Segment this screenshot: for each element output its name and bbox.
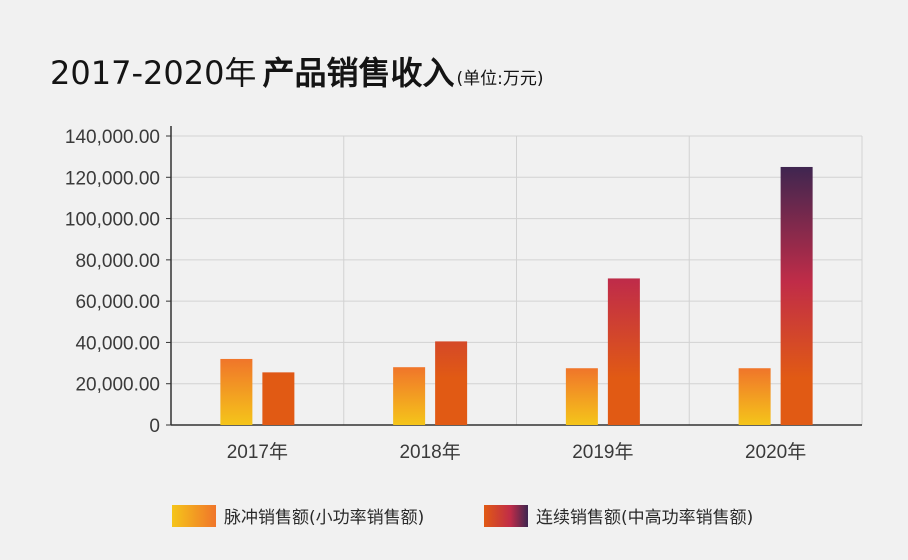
- bar-continuous: [435, 341, 468, 425]
- x-tick-label: 2017年: [227, 441, 288, 463]
- title-years: 2017-2020年: [50, 54, 257, 92]
- x-tick-label: 2020年: [745, 441, 806, 463]
- bar-pulse: [393, 367, 426, 425]
- y-tick-label: 0: [149, 416, 160, 437]
- y-tick-label: 140,000.00: [65, 127, 160, 148]
- title-main: 产品销售收入: [262, 54, 455, 92]
- legend-item-continuous: 连续销售额(中高功率销售额): [484, 503, 753, 528]
- y-tick-label: 100,000.00: [65, 210, 160, 231]
- y-tick-label: 60,000.00: [75, 292, 160, 313]
- y-tick-label: 40,000.00: [75, 333, 160, 354]
- y-tick-label: 120,000.00: [65, 168, 160, 189]
- y-tick-label: 20,000.00: [75, 375, 160, 396]
- bar-continuous: [607, 278, 640, 425]
- x-tick-label: 2018年: [399, 441, 460, 463]
- bar-continuous: [262, 372, 295, 425]
- bar-pulse: [220, 358, 253, 425]
- tick-labels: 0 20,000.00 40,000.00 60,000.00 80,000.00 100…: [65, 127, 806, 463]
- bar-pulse: [738, 368, 771, 425]
- legend-label-pulse: 脉冲销售额(小功率销售额): [224, 508, 425, 528]
- legend-swatch-pulse: [172, 504, 216, 527]
- x-tick-label: 2019年: [572, 441, 633, 463]
- legend: 脉冲销售额(小功率销售额) 连续销售额(中高功率销售额): [0, 503, 908, 533]
- bar-continuous: [780, 166, 813, 425]
- bars: [220, 166, 813, 425]
- y-tick-label: 80,000.00: [75, 251, 160, 272]
- chart-title: 2017-2020年 产品销售收入 (单位:万元): [50, 48, 543, 94]
- legend-item-pulse: 脉冲销售额(小功率销售额): [172, 503, 424, 528]
- bar-pulse: [565, 368, 598, 425]
- legend-swatch-continuous: [484, 504, 528, 527]
- title-unit: (单位:万元): [456, 69, 544, 89]
- grid-lines: [171, 135, 863, 425]
- legend-label-continuous: 连续销售额(中高功率销售额): [536, 508, 754, 528]
